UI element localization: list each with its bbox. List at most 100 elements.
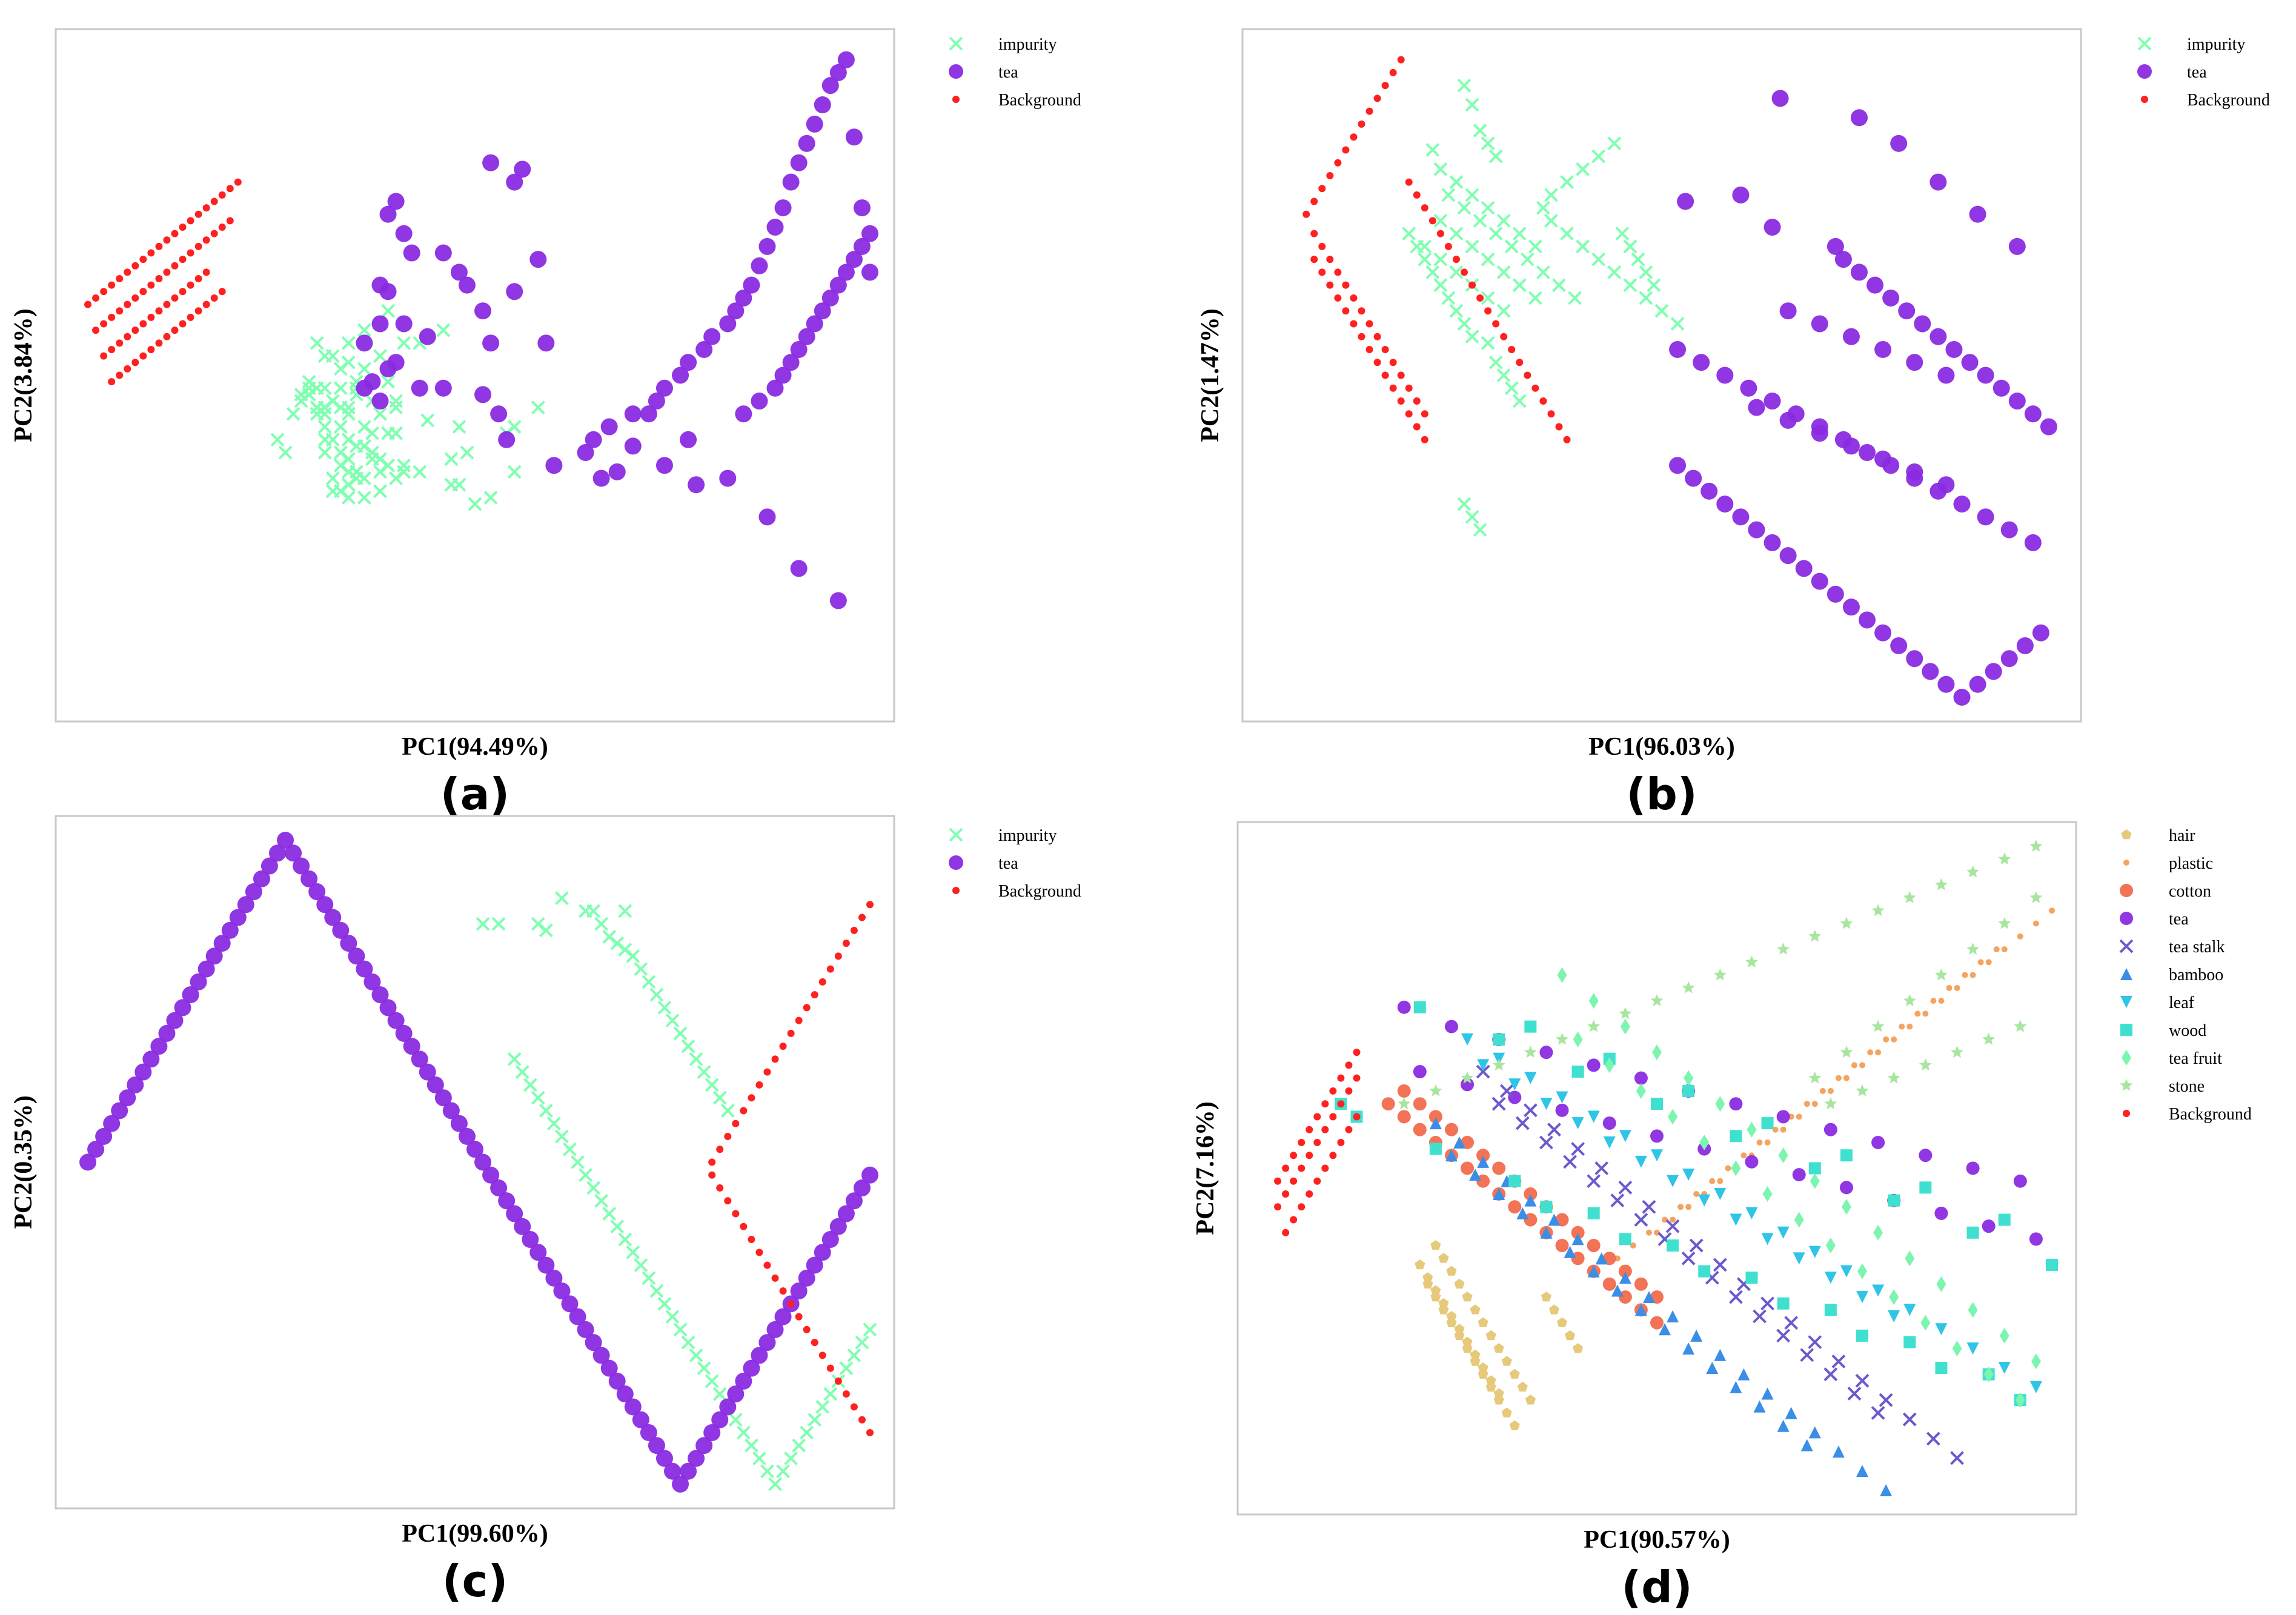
point-tea-12 <box>1961 354 1979 371</box>
point-impurity-5 <box>1496 213 1511 228</box>
point-plastic-22 <box>2001 946 2008 953</box>
point-tea-58 <box>1771 90 1789 107</box>
point-background-9 <box>155 242 163 250</box>
point-background-21 <box>1358 307 1365 315</box>
point-impurity-64 <box>815 1400 830 1414</box>
point-cotton-18 <box>1397 1084 1411 1098</box>
point-background-26 <box>1397 371 1405 379</box>
point-tea-55 <box>514 1218 531 1235</box>
point-background-37 <box>1358 120 1365 128</box>
point-hair-37 <box>1548 1304 1559 1315</box>
y-axis-label: PC2(7.16%) <box>1192 1101 1219 1235</box>
point-background-30 <box>1345 1126 1353 1133</box>
point-tea-23 <box>260 857 278 875</box>
point-background-1 <box>1318 268 1326 276</box>
point-background-42 <box>131 327 139 334</box>
point-tea-93 <box>814 1244 831 1261</box>
point-background-8 <box>771 1055 779 1063</box>
point-tea-83 <box>837 264 855 281</box>
point-wood-14 <box>1667 1239 1679 1252</box>
point-tea-stalk-7 <box>1642 1199 1656 1214</box>
plot-area <box>55 28 895 723</box>
legend-marker-tea-fruit <box>2122 1050 2131 1066</box>
point-plastic-38 <box>1803 1101 1810 1107</box>
legend-marker-tea <box>949 64 963 79</box>
point-leaf-28 <box>1761 1233 1774 1245</box>
point-tea-6 <box>127 1076 144 1093</box>
point-background-15 <box>1310 230 1318 237</box>
point-plastic-19 <box>1954 984 1960 991</box>
point-impurity-91 <box>373 465 387 479</box>
point-impurity-43 <box>1465 330 1479 344</box>
point-wood-21 <box>1682 1084 1695 1097</box>
point-stone-28 <box>2029 891 2043 903</box>
point-background-12 <box>1405 410 1413 418</box>
point-tea-20 <box>237 896 254 914</box>
point-tea-40 <box>1763 534 1781 551</box>
point-background-14 <box>818 978 826 986</box>
point-background-20 <box>866 901 874 909</box>
point-tea-10 <box>1871 1135 1885 1149</box>
point-impurity-41 <box>1449 303 1464 318</box>
legend-marker-tea <box>949 855 963 870</box>
point-bamboo-26 <box>1587 1265 1600 1278</box>
point-impurity-63 <box>468 497 482 511</box>
point-tea-26 <box>1982 1219 1996 1233</box>
point-leaf-2 <box>1524 1072 1537 1084</box>
point-background-23 <box>724 1197 732 1205</box>
point-plastic-36 <box>1772 1126 1779 1133</box>
point-background-0 <box>708 1158 716 1166</box>
point-tea-33 <box>2024 534 2042 551</box>
point-impurity-7 <box>1528 239 1542 254</box>
point-tea-75 <box>672 1476 689 1493</box>
point-cotton-29 <box>1571 1225 1585 1239</box>
point-impurity-0 <box>476 917 490 931</box>
point-stone-17 <box>1935 878 1948 890</box>
point-impurity-13 <box>634 962 648 977</box>
point-background-22 <box>1365 320 1373 328</box>
point-background-1 <box>92 294 100 302</box>
point-tea-75 <box>1906 463 1923 480</box>
point-tea-stalk-10 <box>1713 1258 1727 1272</box>
point-tea-69 <box>1937 366 1955 384</box>
legend-marker-hair <box>2121 829 2132 840</box>
plot-area <box>1241 28 2082 723</box>
point-background-47 <box>1436 230 1444 237</box>
point-background-15 <box>202 204 210 212</box>
point-hair-17 <box>1462 1292 1473 1302</box>
point-background-8 <box>1337 1074 1345 1082</box>
point-cotton-24 <box>1492 1161 1506 1175</box>
point-tea-stalk-33 <box>1776 1328 1791 1343</box>
point-hair-19 <box>1478 1317 1488 1327</box>
point-impurity-20 <box>1496 303 1511 318</box>
point-impurity-64 <box>420 413 435 428</box>
point-tea-81 <box>719 1398 737 1416</box>
point-impurity-31 <box>1520 252 1535 267</box>
point-impurity-22 <box>705 1078 719 1092</box>
point-impurity-75 <box>381 303 395 318</box>
point-impurity-58 <box>507 465 522 479</box>
point-plastic-10 <box>1811 1101 1818 1107</box>
point-impurity-12 <box>1496 265 1511 279</box>
point-stone-15 <box>1871 904 1885 917</box>
point-impurity-45 <box>665 1310 680 1324</box>
point-tea-19 <box>1693 354 1710 371</box>
point-tea-76 <box>782 354 800 371</box>
point-background-19 <box>1337 1100 1345 1108</box>
point-tea-fruit-29 <box>1983 1366 1994 1382</box>
point-tea-80 <box>814 302 831 320</box>
point-tea-25 <box>1934 1206 1948 1220</box>
point-tea-64 <box>585 1334 602 1351</box>
data-points <box>79 832 878 1493</box>
point-bamboo-31 <box>1706 1362 1719 1375</box>
point-stone-11 <box>1745 955 1758 968</box>
x-axis-label: PC1(94.49%) <box>402 733 548 761</box>
point-hair-23 <box>1509 1368 1520 1379</box>
point-background-30 <box>779 1287 787 1295</box>
point-background-25 <box>1389 359 1397 366</box>
point-background-22 <box>108 313 116 321</box>
point-leaf-20 <box>1508 1078 1521 1091</box>
point-impurity-86 <box>444 452 459 466</box>
point-tea-57 <box>529 1244 547 1261</box>
point-bamboo-25 <box>1564 1245 1576 1258</box>
